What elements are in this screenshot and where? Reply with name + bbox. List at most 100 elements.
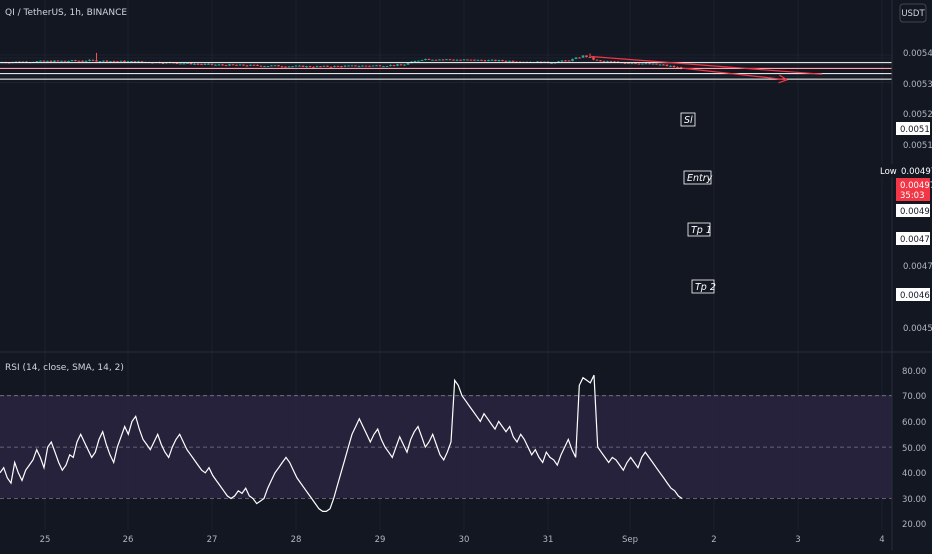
entry-price-badge: 0.00496: [896, 204, 932, 217]
candle-body: [263, 66, 266, 68]
candle-body: [137, 61, 140, 63]
sl-price-badge-text: 0.00515: [900, 125, 932, 135]
candle-body: [340, 66, 343, 68]
candle-body: [536, 61, 539, 63]
rsi-axis[interactable]: 80.00 70.00 60.00 50.00 40.00 30.00 20.0…: [902, 367, 926, 530]
time-tick: 29: [375, 535, 386, 545]
entry-price-badge-text: 0.00496: [900, 207, 932, 217]
tp1-label[interactable]: Tp 1: [687, 222, 712, 237]
candle-body: [266, 66, 270, 68]
candle-body: [238, 64, 242, 66]
candle-body: [60, 60, 63, 62]
candle-body: [123, 60, 126, 62]
candle-body: [651, 63, 655, 65]
candle-body: [14, 61, 18, 63]
candle-body: [578, 57, 581, 59]
candle-body: [39, 60, 42, 62]
candle-body: [284, 66, 287, 68]
candle-body: [357, 66, 361, 68]
trend-arrow-line: [590, 55, 823, 75]
currency-label: USDT: [901, 9, 925, 19]
time-tick: Sep: [622, 535, 638, 545]
candle-body: [249, 64, 252, 66]
candle-body: [637, 63, 641, 65]
sl-label[interactable]: Sl: [680, 112, 696, 127]
candle-body: [98, 61, 102, 63]
candle-body: [312, 66, 315, 68]
tp2-label[interactable]: Tp 2: [691, 279, 716, 294]
low-label: Low: [880, 167, 897, 177]
candle-body: [343, 65, 347, 67]
candle-body: [669, 65, 672, 67]
candle-body: [431, 59, 434, 61]
time-tick: 27: [207, 535, 218, 545]
candle-body: [648, 63, 651, 65]
candle-body: [270, 65, 273, 67]
candle-body: [196, 63, 200, 65]
candle-body: [665, 64, 669, 66]
candle-body: [207, 63, 210, 65]
trend-arrow-head: [778, 74, 789, 84]
candle-body: [459, 59, 462, 61]
tp1-price-badge-text: 0.00479: [900, 235, 932, 245]
candle-body: [308, 66, 312, 68]
candle-body: [189, 62, 193, 65]
candle-body: [497, 60, 501, 62]
candle-body: [350, 65, 354, 67]
tp1-price-badge: 0.00479: [896, 232, 932, 245]
time-tick: 26: [123, 535, 134, 545]
candle-body: [179, 63, 182, 65]
candle-body: [200, 64, 203, 66]
candle-body: [655, 63, 658, 65]
candle-body: [438, 59, 441, 61]
tp2-label-text: Tp 2: [695, 282, 716, 293]
rsi-layer: [0, 374, 892, 512]
candle-body: [77, 60, 81, 62]
candle-body: [56, 60, 60, 62]
candle-body: [364, 65, 368, 67]
candle-body: [462, 59, 466, 61]
candle-body: [662, 64, 665, 66]
candle-body: [613, 61, 616, 63]
candle-body: [368, 65, 371, 67]
rsi-tick: 30.00: [902, 495, 926, 505]
candle-body: [399, 64, 403, 66]
sl-price-badge: 0.00515: [896, 122, 932, 135]
candle-body: [329, 66, 333, 68]
candle-body: [287, 66, 291, 68]
candle-body: [455, 59, 459, 61]
candle-body: [298, 65, 301, 67]
candle-body: [417, 60, 420, 62]
candle-body: [305, 66, 308, 68]
candle-body: [494, 59, 497, 61]
rsi-tick: 20.00: [902, 520, 926, 530]
candle-body: [109, 61, 112, 63]
candle-body: [74, 60, 77, 62]
candle-body: [102, 60, 105, 62]
candle-body: [354, 65, 357, 67]
candle-body: [623, 62, 627, 64]
candle-body: [630, 63, 634, 65]
candle-body: [658, 64, 662, 66]
candle-body: [581, 55, 585, 58]
time-tick: 28: [291, 535, 302, 545]
rsi-tick: 50.00: [902, 444, 926, 454]
candle-body: [641, 63, 644, 65]
entry-label[interactable]: Entry: [683, 170, 713, 185]
candle-body: [221, 64, 224, 66]
candle-body: [634, 63, 637, 65]
currency-button[interactable]: USDT: [899, 3, 927, 23]
entry-label-text: Entry: [687, 173, 713, 184]
candle-body: [550, 62, 553, 64]
candle-body: [84, 60, 88, 62]
candle-body: [228, 64, 231, 66]
time-axis[interactable]: 25 26 27 28 29 30 31 Sep 2 3 4: [40, 535, 885, 545]
candle-body: [67, 61, 70, 63]
trend-arrow-line: [681, 67, 788, 81]
candle-body: [63, 60, 67, 62]
candle-body: [252, 64, 256, 66]
candle-body: [403, 64, 406, 66]
